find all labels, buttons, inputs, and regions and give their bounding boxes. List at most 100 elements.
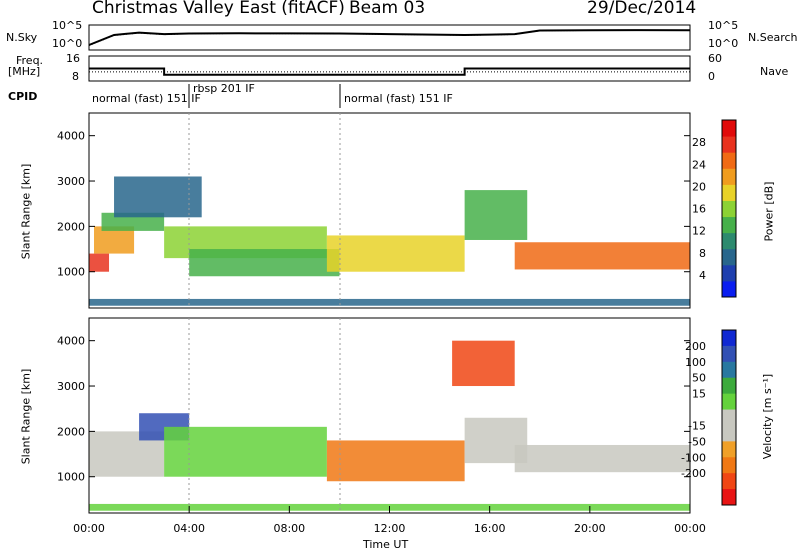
nsky-series-line	[88, 29, 691, 46]
velocity-feature-3	[164, 426, 327, 477]
date-title: 29/Dec/2014	[587, 0, 697, 18]
nsky-tick-low: 10^0	[52, 37, 83, 50]
nsearch-label: N.Search	[748, 31, 798, 44]
nsearch-tick-high: 10^5	[708, 19, 739, 32]
power-colorbar-cell	[722, 168, 736, 185]
velocity-colorbar-cell	[722, 425, 736, 442]
power-colorbar-cell	[722, 120, 736, 137]
noise-panel	[88, 24, 691, 51]
velocity-xtick-label: 12:00	[374, 522, 406, 535]
velocity-colorbar-tick: 50	[692, 372, 706, 385]
power-feature-1	[89, 253, 110, 272]
velocity-colorbar-tick: 15	[692, 388, 706, 401]
power-feature-9	[514, 242, 690, 270]
power-colorbar-label: Power [dB]	[762, 181, 776, 242]
cpid-segment-1: normal (fast) 151 IF	[92, 92, 201, 105]
nsky-tick-high: 10^5	[52, 19, 83, 32]
nave-tick-high: 60	[708, 52, 722, 65]
velocity-xtick-label: 16:00	[474, 522, 506, 535]
velocity-colorbar: 200 100 50 15 -15 -50 -100 -200	[681, 329, 737, 506]
power-colorbar-cell	[722, 184, 736, 201]
power-colorbar-cell	[722, 232, 736, 250]
nave-tick-low: 0	[708, 70, 715, 83]
power-ylabel: Slant Range [km]	[19, 163, 33, 260]
nsearch-series-line	[88, 29, 691, 46]
power-colorbar-cell	[722, 216, 736, 234]
velocity-feature-4	[326, 440, 465, 482]
power-marks	[89, 176, 690, 306]
power-feature-6	[189, 249, 340, 277]
velocity-ytick-label: 3000	[57, 380, 85, 393]
freq-label: Freq.	[16, 54, 44, 67]
velocity-xtick-label: 04:00	[173, 522, 205, 535]
power-colorbar: 4 8 12 16 20 24 28	[692, 119, 737, 298]
power-colorbar-tick: 12	[692, 225, 706, 238]
velocity-feature-7	[452, 340, 515, 387]
cpid-label: CPID	[8, 90, 38, 103]
velocity-colorbar-cell	[722, 441, 736, 458]
velocity-colorbar-cell	[722, 393, 736, 411]
nsky-label: N.Sky	[6, 31, 38, 44]
power-feature-4	[114, 176, 202, 218]
freq-tick-low: 8	[72, 70, 79, 83]
velocity-xtick-label: 20:00	[574, 522, 606, 535]
velocity-colorbar-tick: 200	[685, 340, 706, 353]
cpid-segment-3: normal (fast) 151 IF	[344, 92, 453, 105]
velocity-ytick-label: 2000	[57, 425, 85, 438]
velocity-colorbar-cell	[722, 345, 736, 363]
power-ytick-label: 2000	[57, 220, 85, 233]
power-colorbar-tick: 20	[692, 180, 706, 193]
power-colorbar-tick: 28	[692, 136, 706, 149]
velocity-ylabel: Slant Range [km]	[19, 368, 33, 465]
beam-title: Beam 03	[349, 0, 426, 18]
nave-label: Nave	[760, 65, 789, 78]
velocity-ytick-label: 1000	[57, 471, 85, 484]
power-colorbar-tick: 16	[692, 203, 706, 216]
velocity-colorbar-tick: -15	[688, 419, 706, 432]
power-colorbar-cell	[722, 248, 736, 266]
velocity-colorbar-cell	[722, 489, 736, 506]
power-yticks: 1000 2000 3000 4000	[57, 130, 690, 279]
velocity-colorbar-tick: -100	[681, 451, 706, 464]
velocity-colorbar-cell	[722, 473, 736, 490]
power-feature-10	[89, 298, 690, 306]
power-ytick-label: 1000	[57, 266, 85, 279]
power-ytick-label: 4000	[57, 130, 85, 143]
power-feature-7	[326, 235, 465, 272]
velocity-xtick-label: 00:00	[73, 522, 105, 535]
power-colorbar-cell	[722, 136, 736, 153]
velocity-colorbar-label: Velocity [m s⁻¹]	[761, 373, 775, 460]
velocity-feature-6	[514, 444, 690, 473]
velocity-colorbar-frame	[721, 329, 737, 506]
power-colorbar-tick: 8	[699, 247, 706, 260]
velocity-xtick-label: 08:00	[273, 522, 305, 535]
velocity-colorbar-tick: 100	[685, 356, 706, 369]
velocity-yticks: 1000 2000 3000 4000	[57, 335, 690, 484]
velocity-ytick-label: 4000	[57, 335, 85, 348]
velocity-colorbar-cell	[722, 361, 736, 379]
power-colorbar-tick: 24	[692, 158, 706, 171]
velocity-colorbar-cell	[722, 409, 736, 426]
power-colorbar-tick: 4	[699, 269, 706, 282]
freq-unit-label: [MHz]	[8, 65, 41, 78]
velocity-colorbar-cell	[722, 377, 736, 395]
power-panel-frame	[88, 112, 691, 309]
power-ytick-label: 3000	[57, 175, 85, 188]
velocity-colorbar-cell	[722, 330, 736, 347]
power-colorbar-cell	[722, 264, 736, 282]
power-colorbar-cell	[722, 280, 736, 298]
velocity-colorbar-tick: -50	[688, 435, 706, 448]
velocity-xticks: 00:00 04:00 08:00 12:00 16:00 20:00 00:00	[73, 506, 706, 535]
velocity-xtick-label: 00:00	[674, 522, 706, 535]
freq-tick-high: 16	[66, 52, 80, 65]
velocity-colorbar-tick: -200	[681, 467, 706, 480]
cpid-segment-2: rbsp 201 IF	[193, 82, 255, 95]
frequency-series-line	[89, 67, 690, 76]
power-colorbar-frame	[721, 119, 737, 298]
station-title: Christmas Valley East (fitACF)	[92, 0, 345, 18]
power-feature-8	[464, 190, 528, 240]
velocity-colorbar-cell	[722, 457, 736, 474]
nsearch-tick-low: 10^0	[708, 37, 739, 50]
power-colorbar-cell	[722, 152, 736, 169]
